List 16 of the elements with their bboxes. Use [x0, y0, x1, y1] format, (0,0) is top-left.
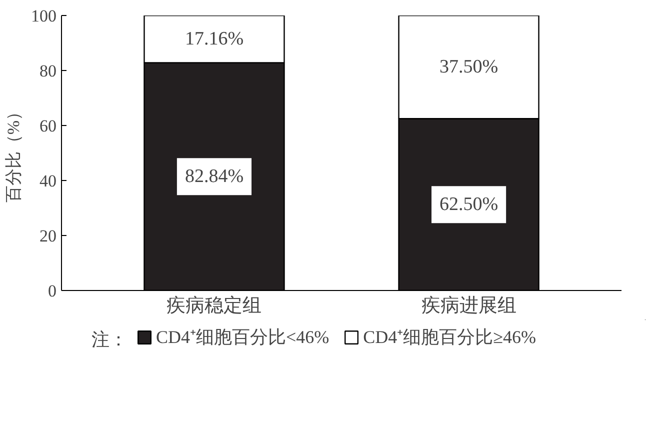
data-label: 37.50%: [439, 56, 498, 78]
y-tick-label: 80: [40, 62, 56, 80]
y-tick-label: 60: [40, 116, 56, 136]
y-tick-label: 100: [31, 6, 56, 26]
y-tick-label: 40: [40, 172, 56, 190]
legend-label: CD4⁺细胞百分比≥46%: [363, 326, 536, 349]
legend-title: 注：: [92, 330, 128, 350]
data-label: 82.84%: [184, 166, 244, 188]
x-tick-label: 疾病进展组: [421, 296, 516, 316]
x-tick-label: 疾病稳定组: [166, 294, 262, 316]
legend-label: CD4⁺细胞百分比<46%: [156, 326, 330, 349]
y-tick-label: 0: [48, 282, 56, 300]
y-tick-label: 20: [40, 226, 56, 246]
y-axis-title: 百分比（%）: [4, 103, 23, 203]
data-label: 17.16%: [184, 28, 244, 50]
data-label: 62.50%: [439, 194, 498, 216]
